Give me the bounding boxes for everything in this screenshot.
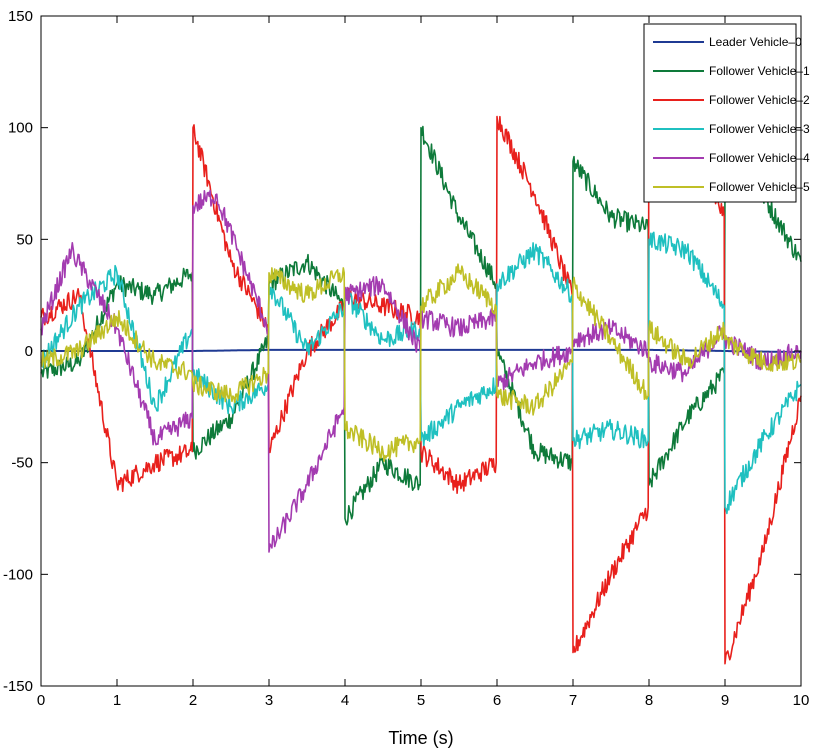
legend-label-3: Follower Vehicle–3 (709, 122, 810, 136)
y-axis: -150 -100 -50 0 50 100 150 (3, 8, 801, 695)
legend-label-2: Follower Vehicle–2 (709, 93, 810, 107)
y-tick-label: -100 (3, 566, 33, 583)
y-tick-label: -150 (3, 678, 33, 695)
y-tick-label: -50 (11, 455, 33, 472)
legend-label-0: Leader Vehicle–0 (709, 35, 802, 49)
x-tick-label: 3 (265, 692, 273, 709)
legend-label-5: Follower Vehicle–5 (709, 180, 810, 194)
x-tick-label: 5 (417, 692, 425, 709)
x-axis: 0 1 2 3 4 5 6 7 8 9 10 (37, 16, 810, 709)
x-tick-label: 0 (37, 692, 45, 709)
x-tick-label: 6 (493, 692, 501, 709)
x-tick-label: 4 (341, 692, 349, 709)
legend-box (643, 23, 797, 203)
series-layer (40, 25, 802, 665)
legend: Leader Vehicle–0 Follower Vehicle–1 Follow… (643, 23, 810, 203)
x-tick-label: 9 (721, 692, 729, 709)
y-tick-label: 100 (8, 120, 33, 137)
x-tick-label: 1 (113, 692, 121, 709)
legend-label-4: Follower Vehicle–4 (709, 151, 810, 165)
series-line-5 (40, 263, 802, 462)
x-tick-label: 2 (189, 692, 197, 709)
x-tick-label: 8 (645, 692, 653, 709)
y-tick-label: 50 (16, 231, 33, 248)
x-tick-label: 10 (793, 692, 810, 709)
series-line-1 (40, 125, 802, 526)
x-tick-label: 7 (569, 692, 577, 709)
x-axis-title: Time (s) (388, 728, 453, 748)
y-tick-label: 150 (8, 8, 33, 25)
y-tick-label: 0 (25, 343, 33, 360)
legend-label-1: Follower Vehicle–1 (709, 64, 810, 78)
